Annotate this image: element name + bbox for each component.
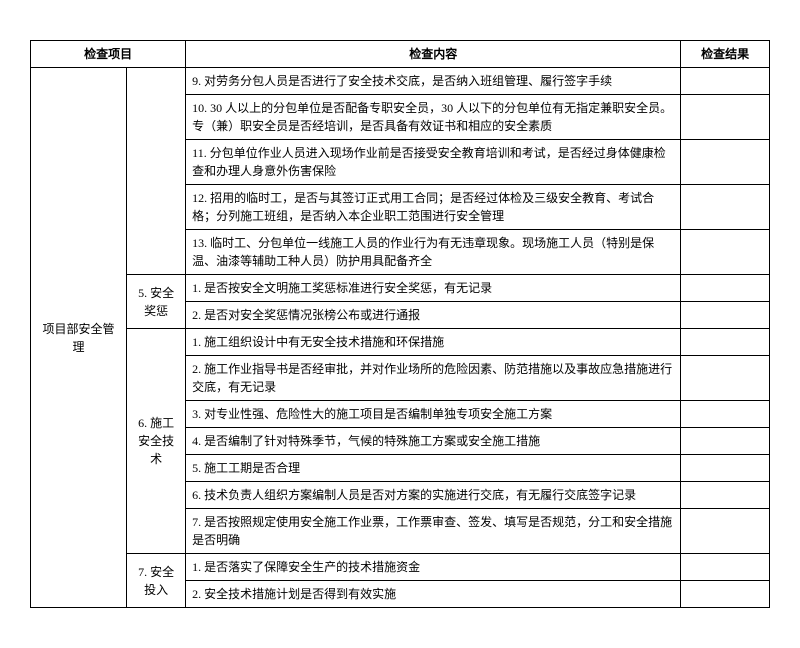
content-cell: 2. 是否对安全奖惩情况张榜公布或进行通报 [186, 302, 681, 329]
content-cell: 9. 对劳务分包人员是否进行了安全技术交底，是否纳入班组管理、履行签字手续 [186, 68, 681, 95]
content-cell: 1. 是否落实了保障安全生产的技术措施资金 [186, 554, 681, 581]
section-label: 7. 安全投入 [127, 554, 186, 608]
result-cell [681, 455, 770, 482]
section-label: 5. 安全奖惩 [127, 275, 186, 329]
result-cell [681, 428, 770, 455]
result-cell [681, 140, 770, 185]
header-project: 检查项目 [31, 41, 186, 68]
content-cell: 1. 是否按安全文明施工奖惩标准进行安全奖惩，有无记录 [186, 275, 681, 302]
table-header-row: 检查项目 检查内容 检查结果 [31, 41, 770, 68]
result-cell [681, 482, 770, 509]
table-row: 6. 施工安全技术 1. 施工组织设计中有无安全技术措施和环保措施 [31, 329, 770, 356]
content-cell: 1. 施工组织设计中有无安全技术措施和环保措施 [186, 329, 681, 356]
content-cell: 4. 是否编制了针对特殊季节，气候的特殊施工方案或安全施工措施 [186, 428, 681, 455]
content-cell: 12. 招用的临时工，是否与其签订正式用工合同；是否经过体检及三级安全教育、考试… [186, 185, 681, 230]
table-row: 7. 安全投入 1. 是否落实了保障安全生产的技术措施资金 [31, 554, 770, 581]
content-cell: 3. 对专业性强、危险性大的施工项目是否编制单独专项安全施工方案 [186, 401, 681, 428]
project-cell: 项目部安全管理 [31, 68, 127, 608]
result-cell [681, 554, 770, 581]
table-row: 项目部安全管理 9. 对劳务分包人员是否进行了安全技术交底，是否纳入班组管理、履… [31, 68, 770, 95]
result-cell [681, 95, 770, 140]
content-cell: 6. 技术负责人组织方案编制人员是否对方案的实施进行交底，有无履行交底签字记录 [186, 482, 681, 509]
result-cell [681, 230, 770, 275]
header-content: 检查内容 [186, 41, 681, 68]
content-cell: 7. 是否按照规定使用安全施工作业票，工作票审查、签发、填写是否规范，分工和安全… [186, 509, 681, 554]
result-cell [681, 68, 770, 95]
result-cell [681, 509, 770, 554]
result-cell [681, 275, 770, 302]
section-label: 6. 施工安全技术 [127, 329, 186, 554]
content-cell: 13. 临时工、分包单位一线施工人员的作业行为有无违章现象。现场施工人员（特别是… [186, 230, 681, 275]
result-cell [681, 401, 770, 428]
content-cell: 2. 安全技术措施计划是否得到有效实施 [186, 581, 681, 608]
content-cell: 5. 施工工期是否合理 [186, 455, 681, 482]
inspection-table: 检查项目 检查内容 检查结果 项目部安全管理 9. 对劳务分包人员是否进行了安全… [30, 40, 770, 608]
content-cell: 11. 分包单位作业人员进入现场作业前是否接受安全教育培训和考试，是否经过身体健… [186, 140, 681, 185]
content-cell: 2. 施工作业指导书是否经审批，并对作业场所的危险因素、防范措施以及事故应急措施… [186, 356, 681, 401]
result-cell [681, 185, 770, 230]
result-cell [681, 302, 770, 329]
section-label [127, 68, 186, 275]
header-result: 检查结果 [681, 41, 770, 68]
result-cell [681, 356, 770, 401]
table-row: 5. 安全奖惩 1. 是否按安全文明施工奖惩标准进行安全奖惩，有无记录 [31, 275, 770, 302]
content-cell: 10. 30 人以上的分包单位是否配备专职安全员，30 人以下的分包单位有无指定… [186, 95, 681, 140]
result-cell [681, 329, 770, 356]
result-cell [681, 581, 770, 608]
